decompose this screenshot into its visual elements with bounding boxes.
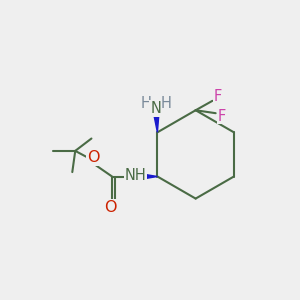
Text: H: H bbox=[141, 96, 152, 111]
Text: N: N bbox=[151, 101, 161, 116]
Text: O: O bbox=[105, 200, 117, 214]
Text: NH: NH bbox=[125, 168, 146, 183]
Text: H: H bbox=[160, 96, 171, 111]
Text: O: O bbox=[87, 150, 99, 165]
Text: F: F bbox=[218, 109, 226, 124]
Text: F: F bbox=[214, 89, 222, 104]
Polygon shape bbox=[152, 107, 159, 132]
Polygon shape bbox=[136, 173, 158, 180]
